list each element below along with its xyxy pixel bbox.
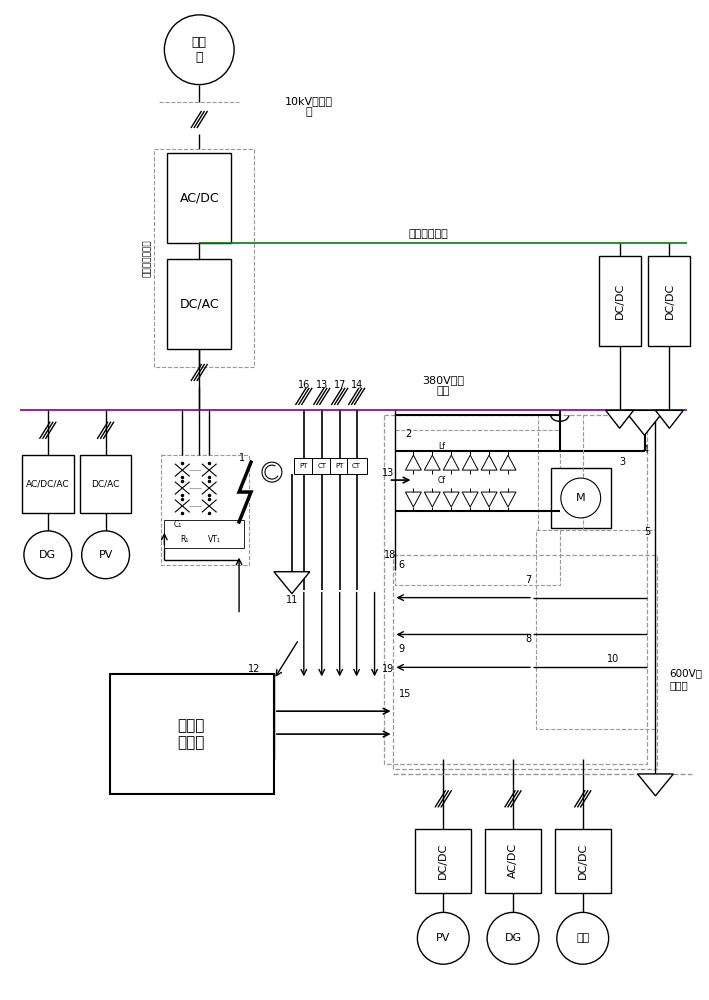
Text: 1: 1 xyxy=(239,453,245,463)
Circle shape xyxy=(262,462,282,482)
Text: 配电
网: 配电 网 xyxy=(191,36,207,64)
Text: 13: 13 xyxy=(382,468,395,478)
Bar xyxy=(393,555,657,769)
Bar xyxy=(485,829,541,893)
Text: 9: 9 xyxy=(398,644,405,654)
Text: 17: 17 xyxy=(333,380,346,390)
Circle shape xyxy=(418,912,469,964)
Text: PV: PV xyxy=(436,933,450,943)
Text: DC/DC: DC/DC xyxy=(578,842,588,879)
Text: 19: 19 xyxy=(382,664,395,674)
Text: 3: 3 xyxy=(620,457,625,467)
Bar xyxy=(79,455,131,513)
Polygon shape xyxy=(655,410,683,428)
Text: VT₁: VT₁ xyxy=(208,535,220,544)
Text: 380V交流
母线: 380V交流 母线 xyxy=(423,375,464,396)
Text: PT: PT xyxy=(300,463,308,469)
Text: 12: 12 xyxy=(248,664,260,674)
Text: DC/AC: DC/AC xyxy=(179,297,219,310)
Bar xyxy=(312,458,332,474)
Text: 13: 13 xyxy=(316,380,328,390)
Text: AC/DC: AC/DC xyxy=(179,192,219,205)
Text: 高压直流母线: 高压直流母线 xyxy=(408,229,448,239)
Circle shape xyxy=(164,15,234,85)
Bar xyxy=(22,455,74,513)
Text: PT: PT xyxy=(335,463,344,469)
Bar xyxy=(167,153,231,243)
Circle shape xyxy=(24,531,72,579)
Text: DG: DG xyxy=(504,933,522,943)
Text: CT: CT xyxy=(317,463,326,469)
Bar xyxy=(294,458,314,474)
Bar xyxy=(110,674,274,794)
Polygon shape xyxy=(637,774,674,796)
Bar xyxy=(551,468,610,528)
Circle shape xyxy=(82,531,130,579)
Bar xyxy=(167,259,231,349)
Bar xyxy=(155,149,254,367)
Polygon shape xyxy=(274,572,310,594)
Text: M: M xyxy=(576,493,586,503)
Text: C₁: C₁ xyxy=(173,520,182,529)
Text: DG: DG xyxy=(39,550,57,560)
Polygon shape xyxy=(605,410,634,428)
Text: 16: 16 xyxy=(298,380,310,390)
Text: 5: 5 xyxy=(644,527,651,537)
Bar xyxy=(649,256,691,346)
Bar xyxy=(555,829,610,893)
Text: DC/DC: DC/DC xyxy=(438,842,448,879)
Text: DC/DC: DC/DC xyxy=(664,283,674,319)
Text: 14: 14 xyxy=(350,380,363,390)
Bar xyxy=(536,530,655,729)
Text: Cf: Cf xyxy=(437,476,445,485)
Bar xyxy=(162,455,249,565)
Text: 2: 2 xyxy=(406,429,412,439)
Circle shape xyxy=(557,912,608,964)
Circle shape xyxy=(561,478,601,518)
Text: 7: 7 xyxy=(525,575,531,585)
Text: 10kV交流母
线: 10kV交流母 线 xyxy=(285,96,333,117)
Text: DC/DC: DC/DC xyxy=(615,283,625,319)
Text: CT: CT xyxy=(352,463,361,469)
Text: 8: 8 xyxy=(525,634,531,644)
Bar xyxy=(164,520,244,548)
Text: 电力电子变压器: 电力电子变压器 xyxy=(143,239,152,277)
Bar xyxy=(598,256,640,346)
Bar xyxy=(347,458,367,474)
Bar xyxy=(415,829,471,893)
Text: Lf: Lf xyxy=(437,442,445,451)
Text: 15: 15 xyxy=(398,689,411,699)
Text: DC/AC: DC/AC xyxy=(91,480,120,489)
Text: 600V直
流母线: 600V直 流母线 xyxy=(669,669,703,690)
Text: 4: 4 xyxy=(642,445,649,455)
Text: 6: 6 xyxy=(398,560,405,570)
Text: AC/DC: AC/DC xyxy=(508,843,518,878)
Text: PV: PV xyxy=(99,550,113,560)
Text: 中央监
控单元: 中央监 控单元 xyxy=(177,718,205,750)
Text: R₁: R₁ xyxy=(180,535,189,544)
Circle shape xyxy=(487,912,539,964)
Text: 11: 11 xyxy=(286,595,298,605)
Text: 10: 10 xyxy=(606,654,619,664)
Text: 18: 18 xyxy=(384,550,396,560)
Text: AC/DC/AC: AC/DC/AC xyxy=(26,480,69,489)
Polygon shape xyxy=(625,410,664,435)
Bar xyxy=(384,415,647,764)
Bar xyxy=(396,430,560,585)
Text: 储能: 储能 xyxy=(576,933,589,943)
Bar xyxy=(330,458,350,474)
